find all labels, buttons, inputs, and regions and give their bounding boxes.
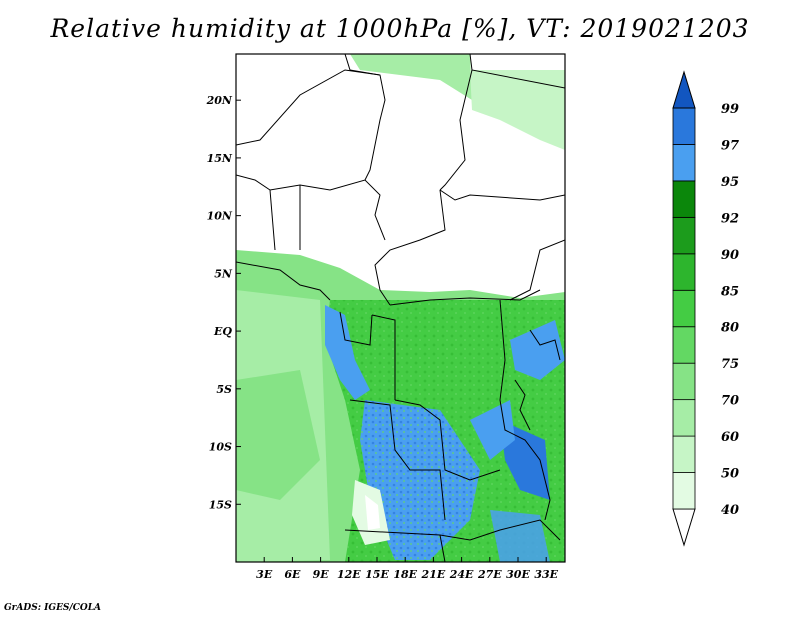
colorbar-segment xyxy=(672,144,696,182)
colorbar-level-label: 60 xyxy=(721,430,739,445)
map-title: Relative humidity at 1000hPa [%], VT: 20… xyxy=(50,14,750,43)
y-tick-label: 10N xyxy=(207,210,233,223)
x-tick-label: 18E xyxy=(393,568,417,581)
colorbar-level-label: 80 xyxy=(721,321,739,336)
y-tick-label: 5S xyxy=(216,383,232,396)
y-tick-label: 10S xyxy=(209,441,232,454)
country-borders xyxy=(236,54,565,562)
coastal-blue xyxy=(325,305,370,400)
x-tick-label: 15E xyxy=(365,568,389,581)
colorbar-segment xyxy=(672,180,696,218)
colorbar-level-label: 99 xyxy=(721,102,739,117)
colorbar-lower-extension xyxy=(672,508,696,547)
colorbar-level-label: 97 xyxy=(721,138,739,153)
y-tick-label: EQ xyxy=(213,325,232,338)
colorbar-segment xyxy=(672,216,696,255)
colorbar-level-label: 50 xyxy=(721,467,739,482)
x-tick-label: 6E xyxy=(284,568,301,581)
x-tick-label: 12E xyxy=(337,568,361,581)
y-tick-label: 20N xyxy=(206,94,233,107)
y-tick-label: 5N xyxy=(214,267,233,280)
x-tick-label: 24E xyxy=(449,568,474,581)
northern-moist-patch xyxy=(350,54,472,100)
x-tick-label: 9E xyxy=(313,568,330,581)
x-tick-label: 21E xyxy=(421,568,446,581)
grads-credit: GrADS: IGES/COLA xyxy=(4,603,102,613)
humidity-field xyxy=(236,54,565,562)
y-axis-ticks: 20N 15N 10N 5N EQ 5S 10S 15S xyxy=(206,94,241,511)
colorbar-segment xyxy=(672,253,696,291)
colorbar-segment xyxy=(672,289,696,328)
y-tick-label: 15N xyxy=(207,152,233,165)
x-tick-label: 3E xyxy=(256,568,273,581)
x-tick-label: 30E xyxy=(506,568,530,581)
colorbar-level-label: 95 xyxy=(721,175,739,190)
colorbar-level-label: 90 xyxy=(721,248,739,263)
x-axis-ticks: 3E 6E 9E 12E 15E 18E 21E 24E 27E 30E 33E xyxy=(256,557,559,581)
colorbar-segment xyxy=(672,399,696,437)
x-tick-label: 27E xyxy=(477,568,502,581)
y-tick-label: 15S xyxy=(209,498,232,511)
colorbar-level-label: 70 xyxy=(721,394,739,409)
plot-frame xyxy=(235,53,566,563)
colorbar-level-label: 40 xyxy=(721,503,739,518)
colorbar-level-label: 85 xyxy=(721,284,739,299)
colorbar-segment xyxy=(672,326,696,364)
colorbar: 40 50 60 70 75 80 85 90 92 95 97 99 xyxy=(672,70,739,547)
colorbar-segment xyxy=(672,472,696,510)
colorbar-segment xyxy=(672,435,696,473)
colorbar-level-label: 75 xyxy=(721,357,739,372)
colorbar-upper-extension xyxy=(672,70,696,109)
colorbar-segment xyxy=(672,362,696,401)
colorbar-level-label: 92 xyxy=(721,211,739,226)
colorbar-segment xyxy=(672,107,696,145)
x-tick-label: 33E xyxy=(534,568,558,581)
